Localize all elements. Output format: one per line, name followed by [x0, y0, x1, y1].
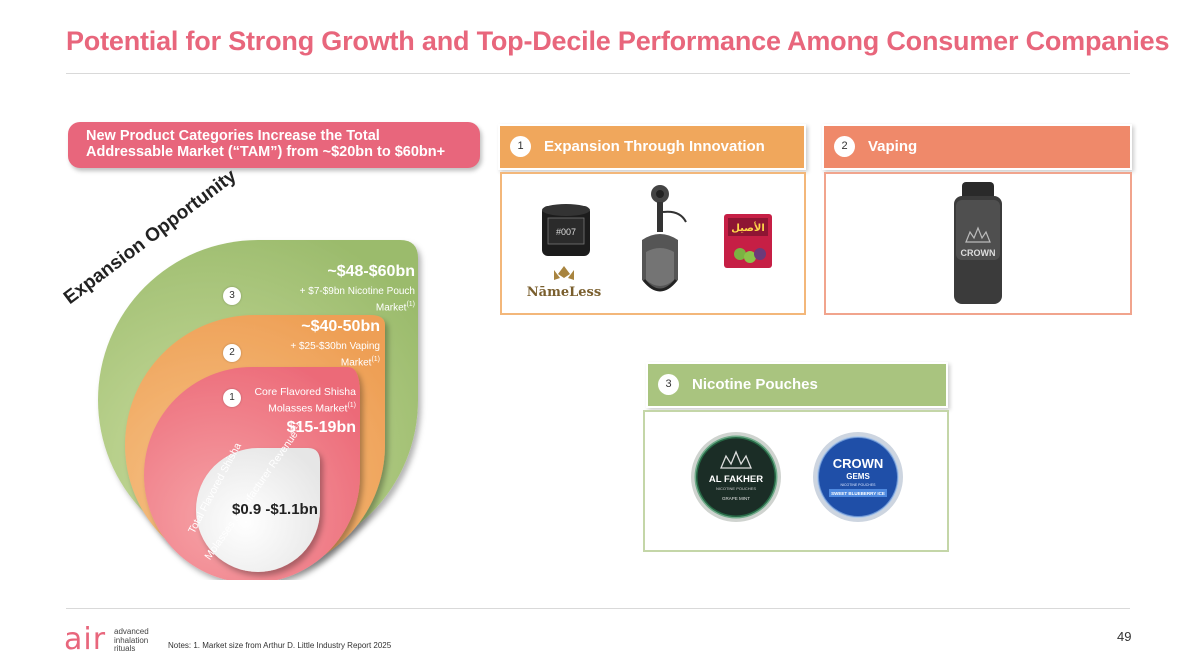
- ring2-sup: (1): [371, 356, 380, 363]
- ring2-label: ~$40-50bn + $25-$30bn Vaping Market(1): [270, 318, 380, 369]
- vape-brand: CROWN: [961, 248, 996, 258]
- hookah-image: [642, 185, 687, 292]
- panel-pouches-body: AL FAKHER NICOTINE POUCHES GRAPE MINT CR…: [643, 410, 949, 552]
- panel-innovation-header: 1 Expansion Through Innovation: [498, 124, 806, 170]
- panel2-title: Vaping: [868, 138, 918, 155]
- ring3-sup: (1): [406, 301, 415, 308]
- ring1-number: 1: [223, 389, 241, 407]
- tam-callout: New Product Categories Increase the Tota…: [68, 122, 480, 168]
- panel3-number: 3: [658, 374, 679, 395]
- ring2-desc: + $25-$30bn Vaping Market: [290, 341, 380, 369]
- tam-callout-text: New Product Categories Increase the Tota…: [86, 128, 446, 160]
- panel1-title: Expansion Through Innovation: [544, 138, 765, 155]
- tin2-flavor: SWEET BLUEBERRY ICE: [831, 491, 885, 496]
- shisha-tin-image: #007: [542, 204, 590, 256]
- panel-pouches-header: 3 Nicotine Pouches: [646, 362, 948, 408]
- ring1-desc: Core Flavored Shisha Molasses Market: [254, 386, 356, 415]
- tin2-sub: GEMS: [846, 472, 870, 481]
- ring2-number: 2: [223, 344, 241, 362]
- core-value: $0.9 -$1.1bn: [232, 501, 318, 518]
- panel2-number: 2: [834, 136, 855, 157]
- tin1-sub: NICOTINE POUCHES: [716, 486, 756, 491]
- market-size-diagram: [98, 240, 418, 580]
- ring1-value: $15-19bn: [286, 418, 356, 436]
- ring3-desc: + $7-$9bn Nicotine Pouch Market: [299, 286, 415, 314]
- title-divider: [66, 73, 1130, 74]
- ring1-sup: (1): [347, 402, 356, 409]
- footnote: Notes: 1. Market size from Arthur D. Lit…: [168, 641, 392, 650]
- nameless-logo: NāmeLess: [527, 266, 601, 300]
- panel-vaping-body: CROWN: [824, 172, 1132, 315]
- crown-gems-pouch-image: CROWN GEMS NICOTINE POUCHES SWEET BLUEBE…: [813, 432, 903, 522]
- crown-vape-image: CROWN: [954, 182, 1002, 304]
- panel-vaping-header: 2 Vaping: [822, 124, 1132, 170]
- logo-line2: inhalation: [114, 635, 149, 645]
- tin1-brand: AL FAKHER: [709, 474, 763, 485]
- al-fakher-pouch-image: AL FAKHER NICOTINE POUCHES GRAPE MINT: [691, 432, 781, 522]
- pack-text: الأصيل: [731, 221, 765, 234]
- ring3-number: 3: [223, 287, 241, 305]
- ring3-label: ~$48-$60bn + $7-$9bn Nicotine Pouch Mark…: [270, 263, 415, 314]
- tin2-small: NICOTINE POUCHES: [840, 483, 876, 487]
- ring1-label: Core Flavored Shisha Molasses Market(1) …: [246, 386, 356, 437]
- ring-manufacturer-revenue: [196, 448, 320, 572]
- ring2-value: ~$40-50bn: [301, 318, 380, 335]
- ring3-value: ~$48-$60bn: [327, 263, 415, 280]
- footer-divider: [66, 608, 1130, 609]
- air-logo-mark: air: [64, 622, 107, 657]
- panel-innovation-body: #007 NāmeLess الأصيل: [500, 172, 806, 315]
- logo-line3: rituals: [114, 644, 136, 653]
- page-number: 49: [1117, 629, 1132, 644]
- tin-label: #007: [556, 227, 576, 237]
- logo-line1: advanced: [114, 627, 149, 636]
- nameless-text: NāmeLess: [527, 285, 601, 300]
- molasses-pack-image: الأصيل: [724, 214, 772, 268]
- tin2-brand: CROWN: [833, 456, 884, 471]
- panel3-title: Nicotine Pouches: [692, 376, 818, 393]
- air-logo-tagline: advanced inhalation rituals: [114, 627, 149, 654]
- page-title: Potential for Strong Growth and Top-Deci…: [66, 26, 1170, 56]
- tin1-flavor: GRAPE MINT: [722, 496, 750, 501]
- panel1-number: 1: [510, 136, 531, 157]
